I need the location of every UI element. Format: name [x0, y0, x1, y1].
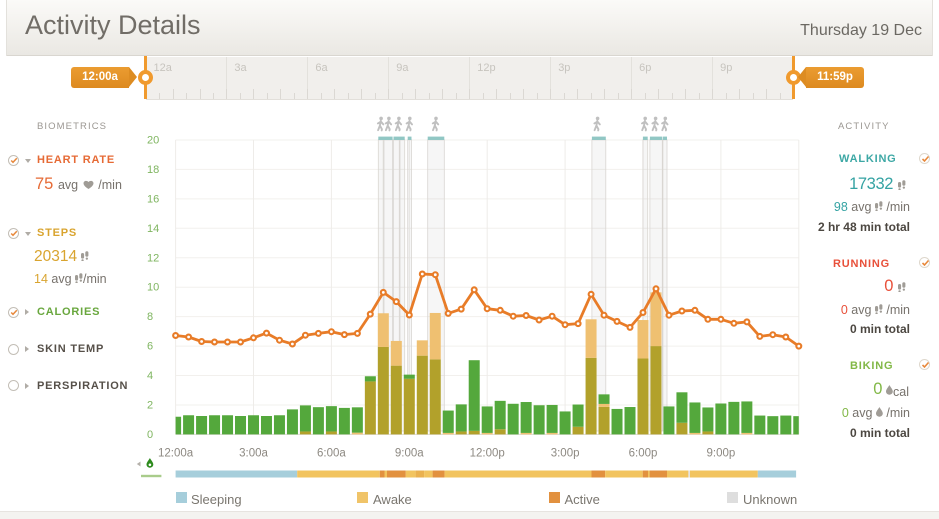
svg-text:9:00p: 9:00p: [707, 448, 736, 460]
svg-text:9:00a: 9:00a: [395, 448, 424, 460]
svg-text:20: 20: [147, 135, 159, 147]
svg-text:10: 10: [147, 282, 159, 294]
svg-text:12:00a: 12:00a: [158, 448, 194, 460]
svg-text:8: 8: [147, 311, 153, 323]
svg-text:18: 18: [147, 164, 159, 176]
svg-text:3:00p: 3:00p: [551, 448, 580, 460]
svg-text:4: 4: [147, 370, 153, 382]
svg-text:6:00a: 6:00a: [317, 448, 346, 460]
svg-text:2: 2: [147, 400, 153, 412]
svg-text:6:00p: 6:00p: [629, 448, 658, 460]
svg-text:3:00a: 3:00a: [239, 448, 268, 460]
svg-text:14: 14: [147, 223, 159, 235]
svg-text:16: 16: [147, 193, 159, 205]
svg-text:0: 0: [147, 429, 153, 441]
svg-text:12: 12: [147, 252, 159, 264]
svg-text:12:00p: 12:00p: [470, 448, 505, 460]
svg-text:6: 6: [147, 341, 153, 353]
